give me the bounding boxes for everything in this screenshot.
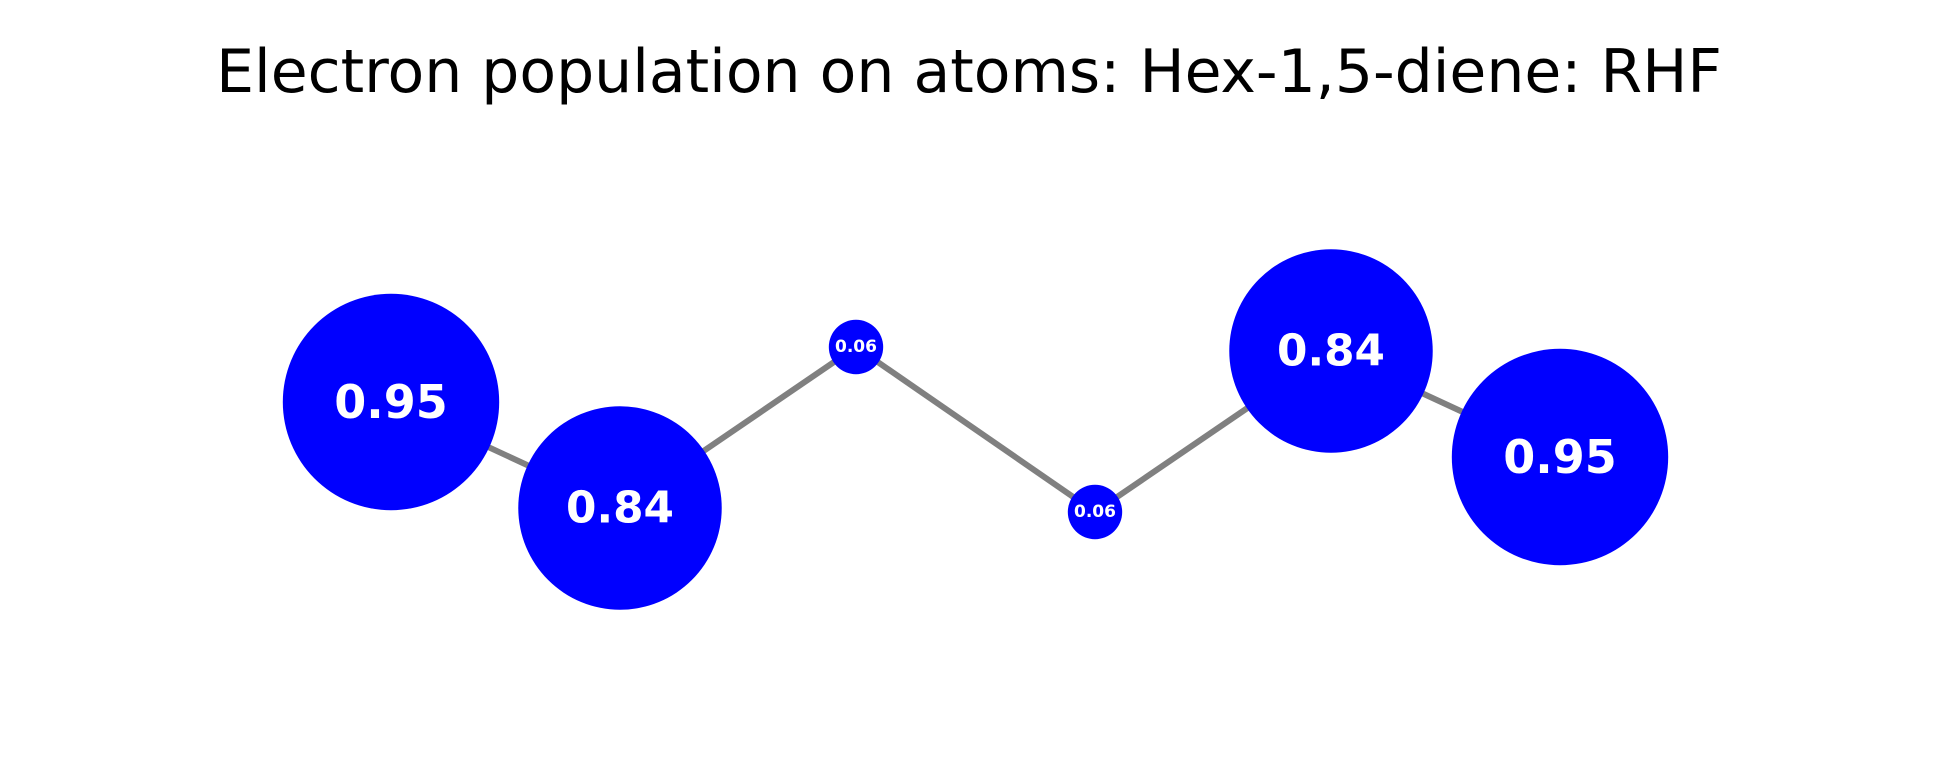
atom-label-C6: 0.95 (1503, 430, 1617, 484)
atom-node-C2: 0.84 (518, 406, 722, 610)
atom-label-C5: 0.84 (1277, 326, 1385, 377)
atom-node-C3: 0.06 (828, 319, 884, 375)
atom-label-C2: 0.84 (566, 483, 674, 534)
atom-node-C4: 0.06 (1067, 484, 1123, 540)
atom-circle-C3 (828, 319, 884, 375)
atom-circle-C1 (282, 293, 500, 511)
diagram-title: Electron population on atoms: Hex-1,5-di… (216, 37, 1722, 107)
atoms-layer: 0.95 0.84 0.06 0.06 0.84 0.95 (282, 249, 1669, 610)
atom-node-C1: 0.95 (282, 293, 500, 511)
atom-node-C6: 0.95 (1451, 348, 1669, 566)
atom-circle-C6 (1451, 348, 1669, 566)
atom-label-C4: 0.06 (1074, 502, 1116, 522)
atom-circle-C5 (1229, 249, 1433, 453)
atom-circle-C2 (518, 406, 722, 610)
atom-circle-C4 (1067, 484, 1123, 540)
atom-label-C3: 0.06 (835, 337, 877, 357)
atom-label-C1: 0.95 (334, 375, 448, 429)
bond-C3-C4 (854, 344, 1097, 515)
atom-node-C5: 0.84 (1229, 249, 1433, 453)
